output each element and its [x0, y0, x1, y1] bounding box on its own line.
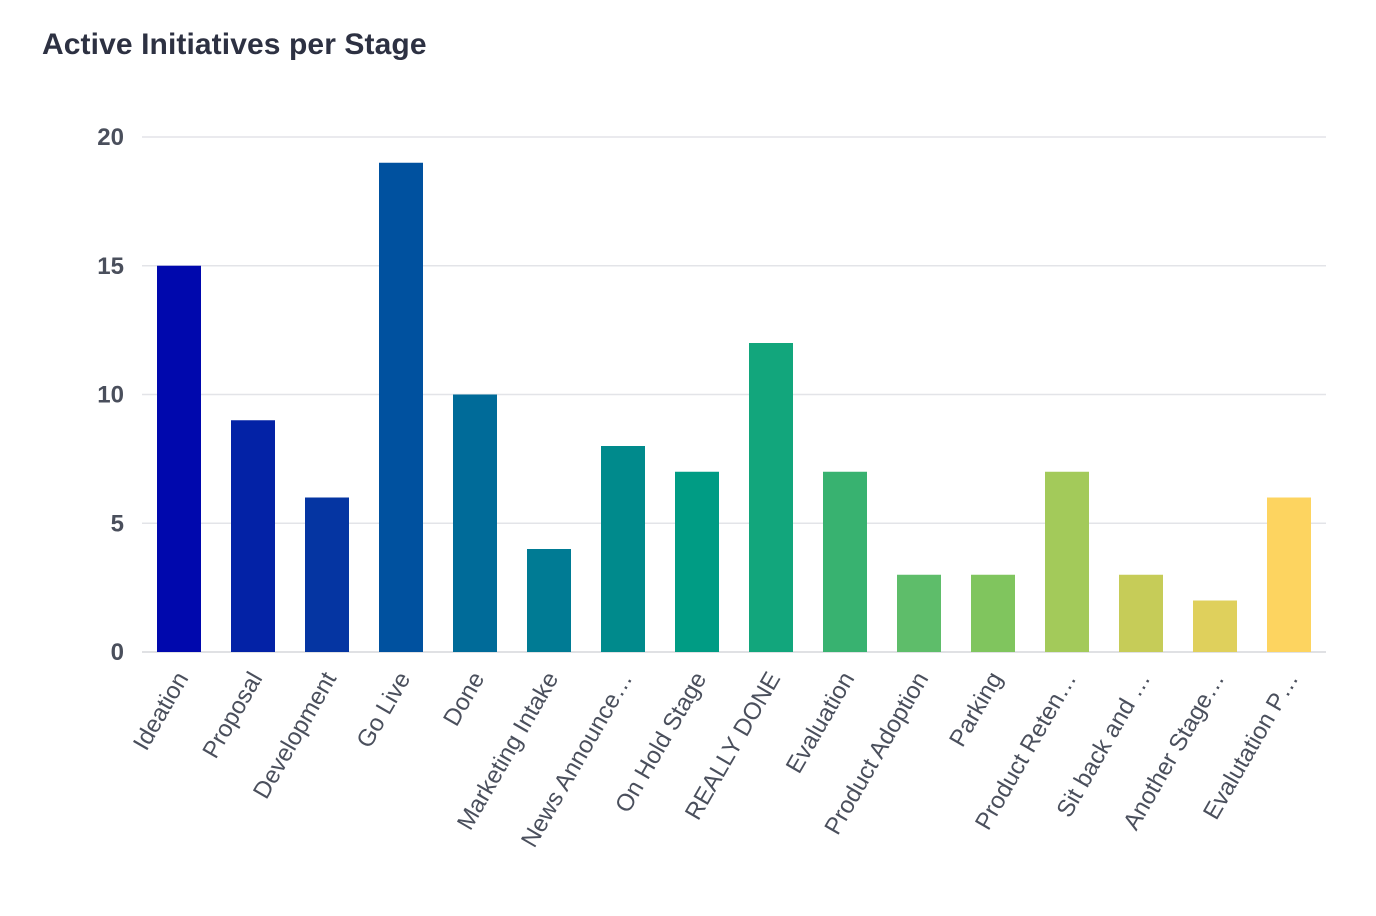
x-tick-label: Parking [944, 668, 1008, 752]
y-axis-ticks: 0 5 10 15 20 [97, 124, 124, 666]
bar[interactable] [157, 265, 201, 652]
bar[interactable] [601, 446, 645, 652]
y-tick-label: 15 [97, 253, 124, 280]
x-tick-label: Ideation [128, 668, 194, 755]
bar[interactable] [971, 574, 1015, 652]
y-tick-label: 0 [111, 639, 124, 666]
bar[interactable] [453, 394, 497, 653]
bar[interactable] [305, 497, 349, 653]
bar[interactable] [1193, 600, 1237, 653]
bar[interactable] [527, 549, 571, 652]
x-tick-label: Done [438, 668, 490, 731]
x-tick-label: Proposal [197, 668, 268, 764]
bar[interactable] [1119, 574, 1163, 652]
bar[interactable] [231, 420, 275, 652]
chart-title: Active Initiatives per Stage [42, 28, 427, 61]
bar[interactable] [749, 343, 793, 652]
bar[interactable] [823, 471, 867, 652]
bar[interactable] [897, 574, 941, 652]
x-tick-label: Go Live [351, 668, 416, 753]
y-tick-label: 5 [111, 510, 124, 537]
y-tick-label: 10 [97, 382, 124, 409]
y-tick-label: 20 [97, 124, 124, 151]
bar[interactable] [675, 471, 719, 652]
bar-layer [157, 162, 1311, 653]
bar[interactable] [379, 162, 423, 652]
bar[interactable] [1045, 471, 1089, 652]
bar[interactable] [1267, 497, 1311, 653]
x-tick-label: Evaluation [781, 668, 860, 779]
